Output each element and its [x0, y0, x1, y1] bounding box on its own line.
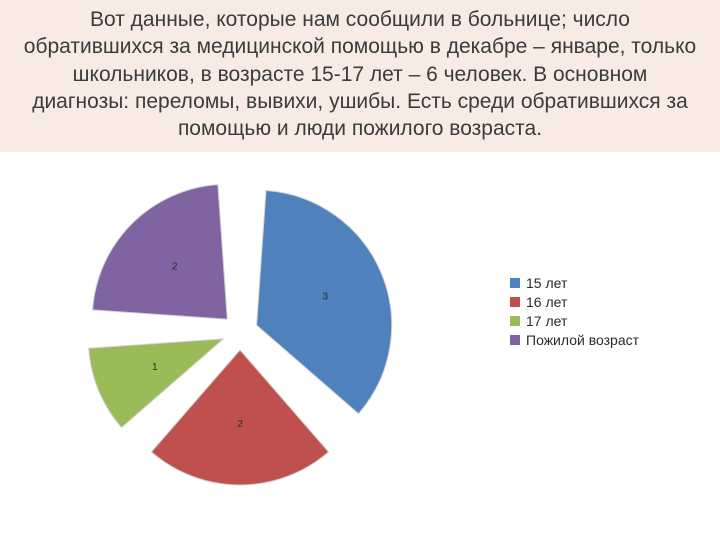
legend-swatch	[510, 335, 520, 345]
slice-value-label: 2	[237, 419, 243, 430]
legend-item: 15 лет	[510, 275, 639, 291]
legend-swatch	[510, 278, 520, 288]
header-text-block: Вот данные, которые нам сообщили в больн…	[0, 0, 720, 152]
legend-label: 17 лет	[526, 313, 567, 329]
slice-value-label: 1	[152, 362, 158, 373]
pie-slice	[93, 185, 228, 320]
chart-area: 3 2 1 2 15 лет 16 лет 17 лет Пожилой возраст	[0, 152, 720, 502]
legend-label: 15 лет	[526, 275, 567, 291]
legend-swatch	[510, 316, 520, 326]
legend-swatch	[510, 297, 520, 307]
slice-value-label: 2	[172, 262, 178, 273]
legend-label: Пожилой возраст	[526, 332, 639, 348]
legend: 15 лет 16 лет 17 лет Пожилой возраст	[510, 272, 639, 351]
slice-value-label: 3	[322, 292, 328, 303]
pie-chart: 3 2 1 2	[70, 162, 410, 502]
legend-label: 16 лет	[526, 294, 567, 310]
pie-svg: 3 2 1 2	[70, 162, 410, 502]
legend-item: 17 лет	[510, 313, 639, 329]
legend-item: 16 лет	[510, 294, 639, 310]
legend-item: Пожилой возраст	[510, 332, 639, 348]
